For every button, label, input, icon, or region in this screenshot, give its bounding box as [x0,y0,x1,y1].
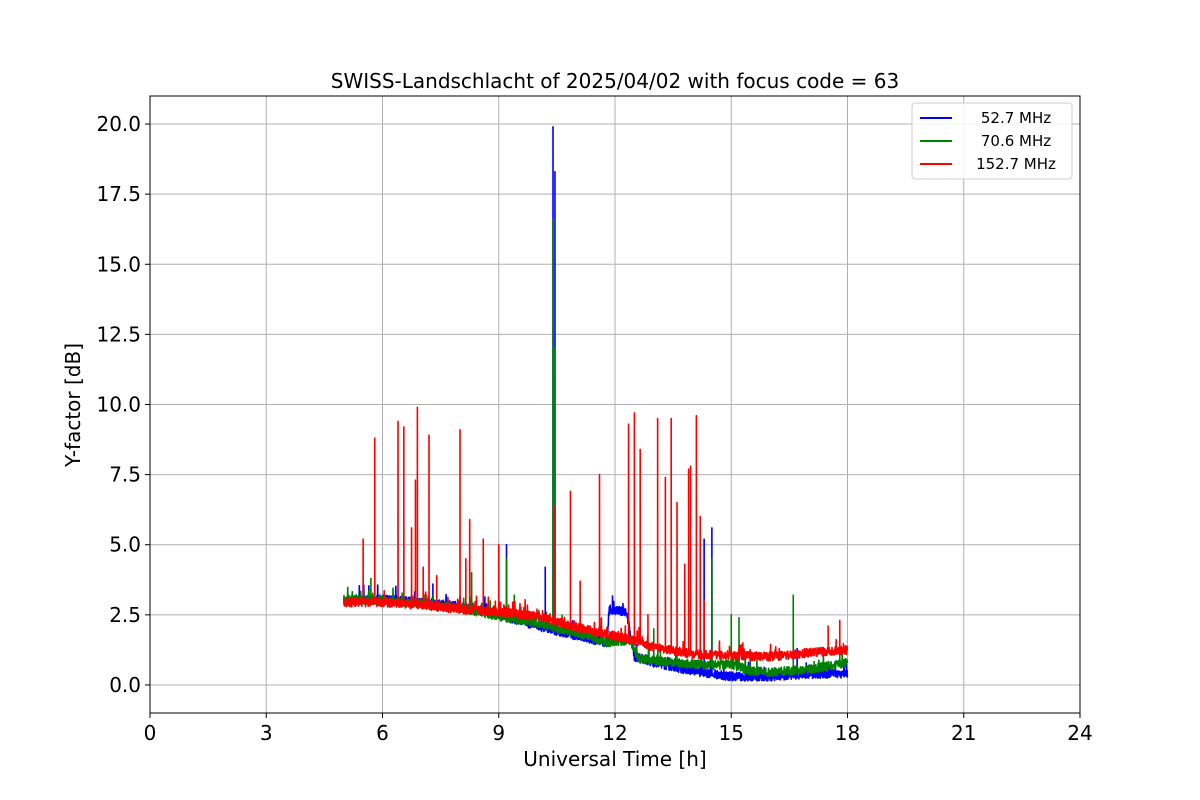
series-line-3 [342,406,849,662]
y-tick-label: 17.5 [96,182,141,206]
x-tick-label: 0 [144,721,157,745]
y-tick-label: 0.0 [109,673,141,697]
legend-label: 52.7 MHz [981,109,1051,127]
x-tick-label: 9 [492,721,505,745]
legend-label: 152.7 MHz [976,155,1056,173]
legend-box [911,102,1073,180]
x-tick-label: 18 [835,721,860,745]
x-tick-label: 24 [1067,721,1092,745]
y-tick-label: 5.0 [109,533,141,557]
x-tick-label: 21 [951,721,976,745]
x-tick-label: 3 [260,721,273,745]
x-tick-label: 12 [602,721,627,745]
x-tick-label: 15 [719,721,744,745]
y-tick-label: 12.5 [96,322,141,346]
y-tick-label: 15.0 [96,252,141,276]
legend: 52.7 MHz 70.6 MHz 152.7 MHz [911,102,1073,180]
y-tick-label: 7.5 [109,463,141,487]
x-axis-label: Universal Time [h] [523,747,706,771]
x-tick-label: 6 [376,721,389,745]
axis-ticks: 0 3 6 9 12 15 18 21 24 0.0 2.5 5.0 7.5 10.0 12.5 15.0 17… [96,112,1092,745]
y-tick-label: 20.0 [96,112,141,136]
y-tick-label: 10.0 [96,393,141,417]
y-tick-label: 2.5 [109,603,141,627]
legend-label: 70.6 MHz [981,132,1051,150]
y-axis-label: Y-factor [dB] [61,343,85,468]
chart-title: SWISS-Landschlacht of 2025/04/02 with fo… [331,69,899,93]
series-lines [342,126,849,682]
